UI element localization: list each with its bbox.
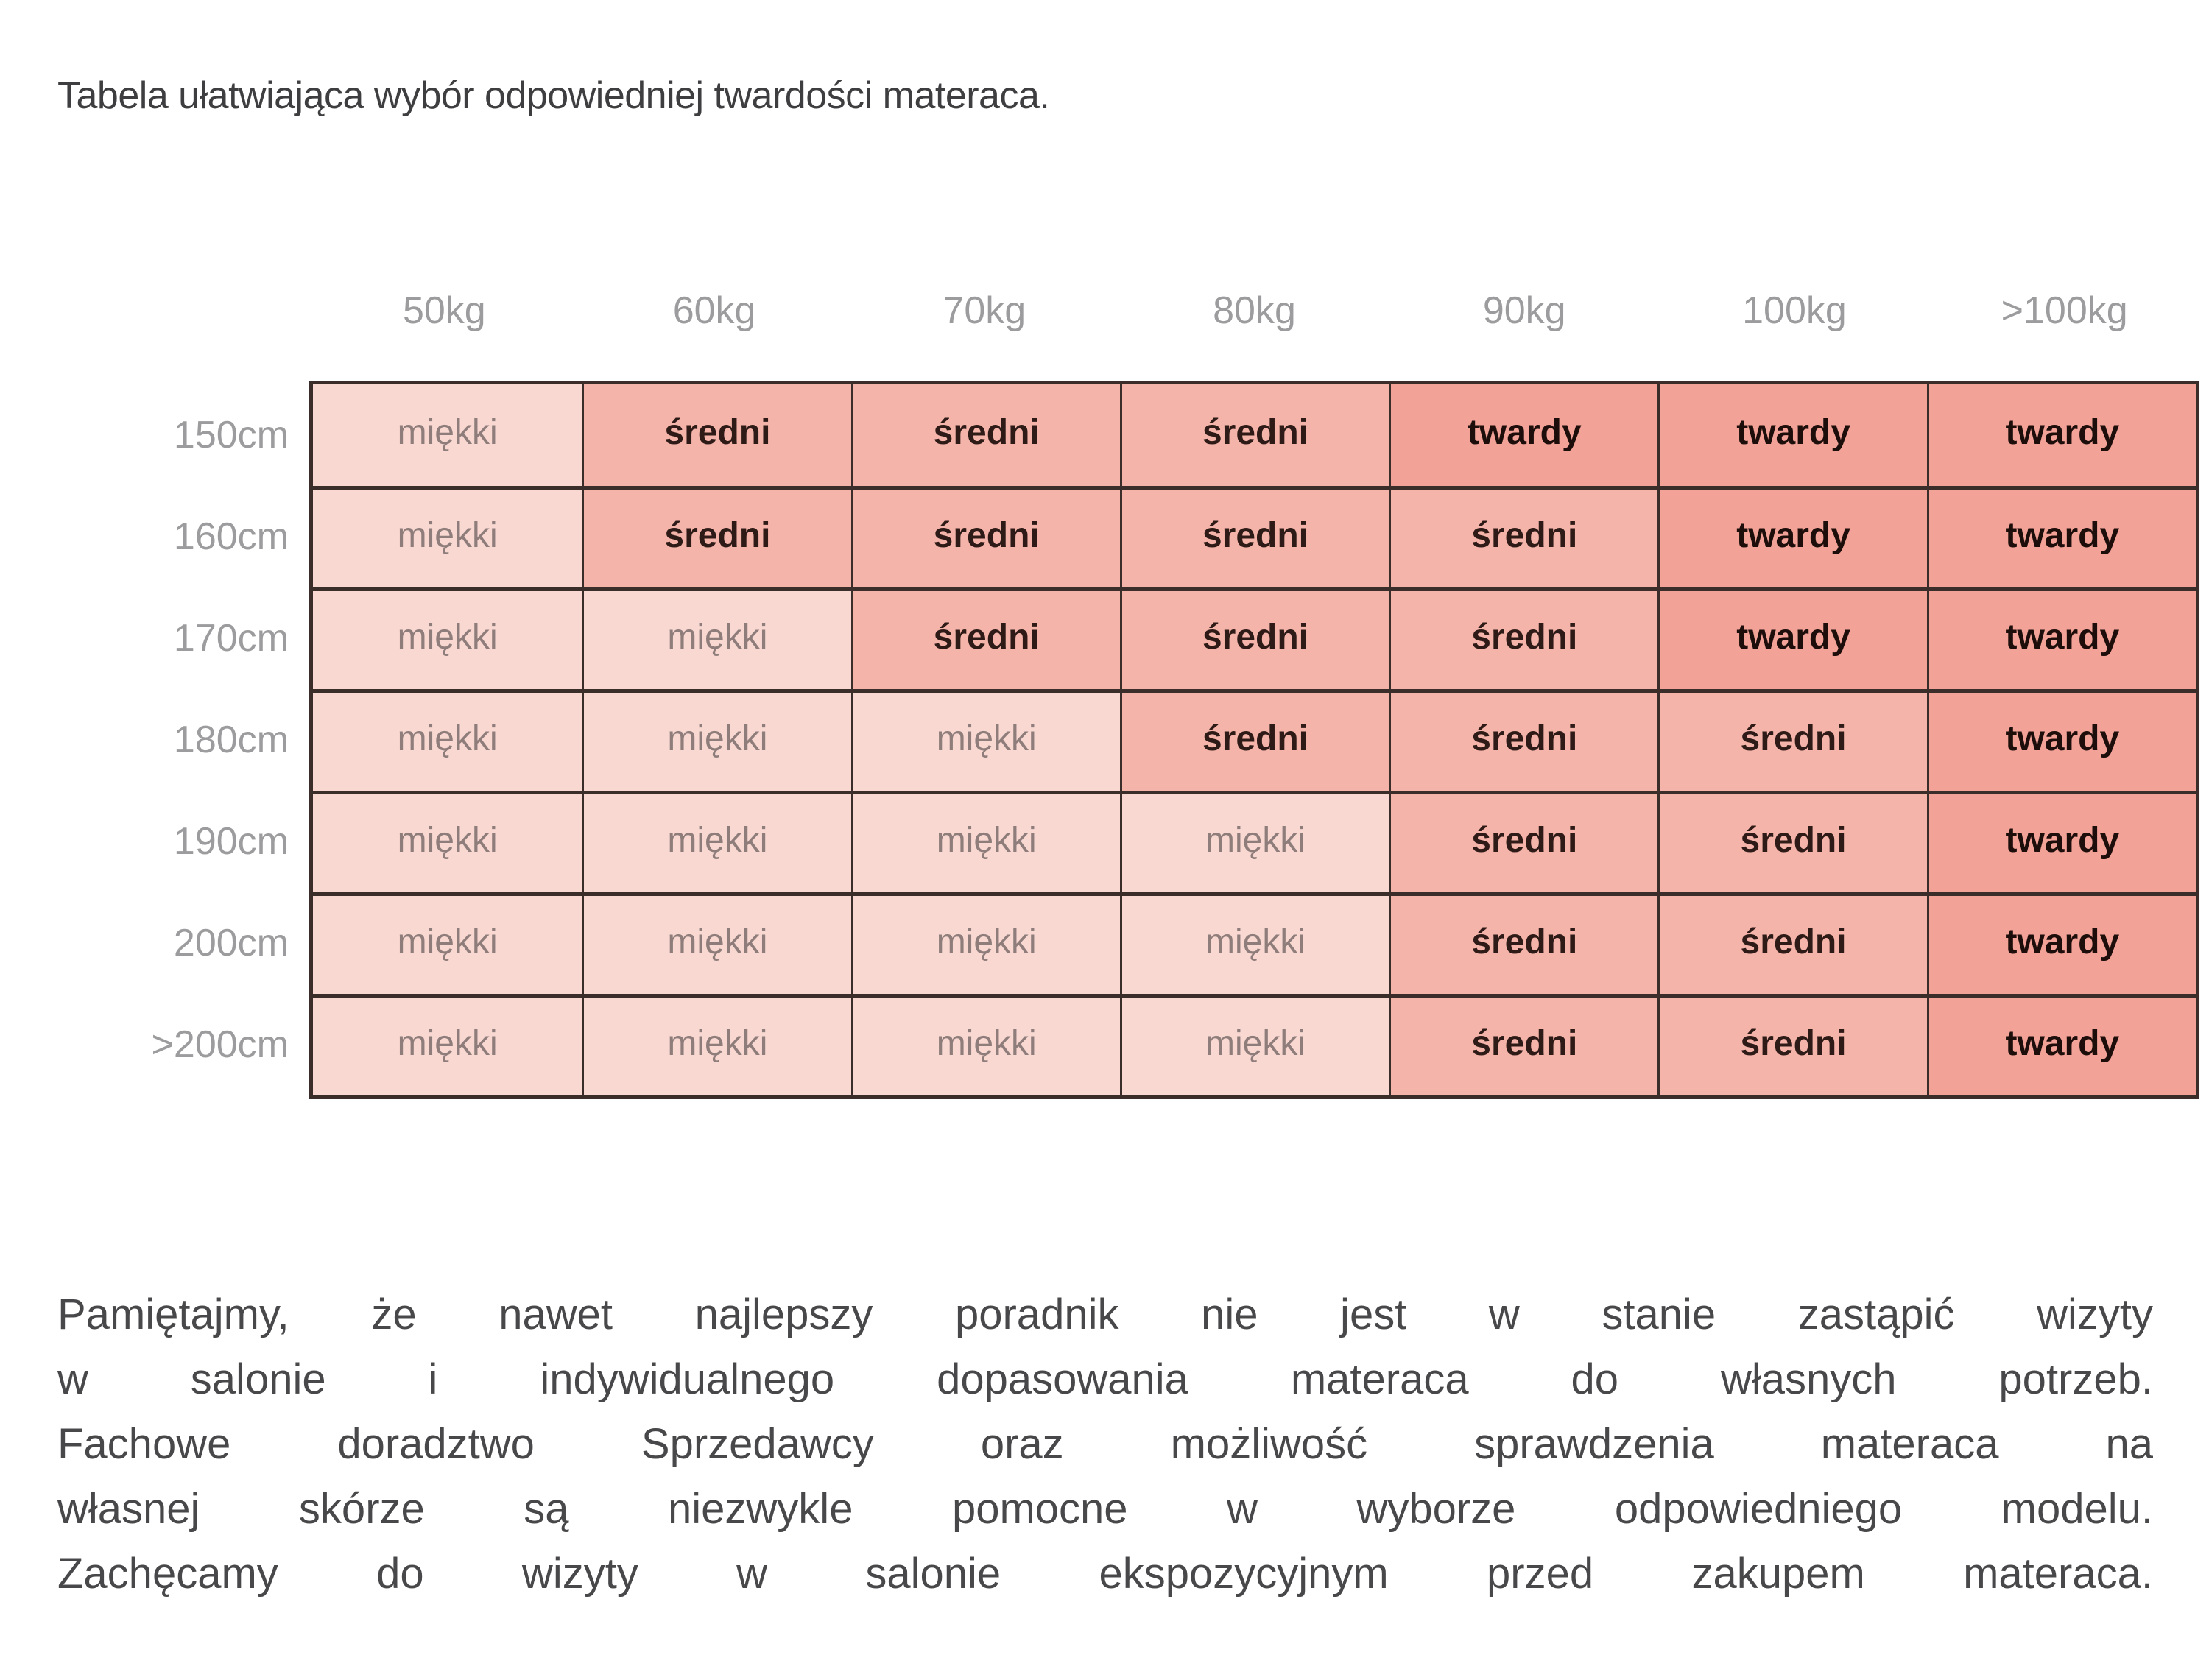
row-header: 170cm xyxy=(173,617,289,660)
firmness-cell: miękki xyxy=(582,689,851,791)
firmness-cell: miękki xyxy=(313,791,582,892)
height-row-labels: 150cm 160cm 170cm 180cm 190cm 200cm >200cm xyxy=(0,384,289,1095)
row-header: 190cm xyxy=(173,820,289,863)
firmness-cell: twardy xyxy=(1926,587,2196,689)
firmness-cell: miękki xyxy=(313,486,582,587)
column-header: 90kg xyxy=(1482,289,1566,332)
firmness-cell: średni xyxy=(1389,892,1658,994)
firmness-cell: twardy xyxy=(1926,892,2196,994)
firmness-cell: średni xyxy=(1389,994,1658,1095)
firmness-cell: średni xyxy=(1119,384,1389,486)
firmness-cell: miękki xyxy=(582,791,851,892)
firmness-cell: miękki xyxy=(582,892,851,994)
row-header: 150cm xyxy=(173,414,289,456)
firmness-cell: średni xyxy=(850,587,1120,689)
firmness-cell: twardy xyxy=(1926,486,2196,587)
firmness-cell: miękki xyxy=(850,689,1120,791)
firmness-cell: miękki xyxy=(313,892,582,994)
paragraph-line: w salonie i indywidualnego dopasowania m… xyxy=(57,1355,2153,1403)
firmness-cell: średni xyxy=(1389,587,1658,689)
firmness-cell: średni xyxy=(1657,791,1927,892)
paragraph-line: Zachęcamy do wizyty w salonie ekspozycyj… xyxy=(57,1550,2153,1598)
firmness-cell: twardy xyxy=(1389,384,1658,486)
firmness-cell: średni xyxy=(1119,486,1389,587)
firmness-cell: miękki xyxy=(850,791,1120,892)
firmness-cell: twardy xyxy=(1926,384,2196,486)
firmness-cell: twardy xyxy=(1657,587,1927,689)
page-title: Tabela ułatwiająca wybór odpowiedniej tw… xyxy=(57,74,1050,117)
column-header: 70kg xyxy=(943,289,1026,332)
column-header: 60kg xyxy=(672,289,756,332)
paragraph-line: Fachowe doradztwo Sprzedawcy oraz możliw… xyxy=(57,1420,2153,1468)
firmness-cell: średni xyxy=(1657,994,1927,1095)
firmness-cell: średni xyxy=(1389,689,1658,791)
firmness-cell: miękki xyxy=(582,587,851,689)
firmness-cell: miękki xyxy=(313,587,582,689)
firmness-cell: twardy xyxy=(1657,384,1927,486)
row-header: 180cm xyxy=(173,719,289,761)
column-header: 100kg xyxy=(1742,289,1847,332)
firmness-cell: średni xyxy=(850,486,1120,587)
firmness-cell: twardy xyxy=(1657,486,1927,587)
row-header: 200cm xyxy=(173,922,289,964)
firmness-cell: średni xyxy=(1657,689,1927,791)
firmness-cell: średni xyxy=(1389,791,1658,892)
firmness-cell: średni xyxy=(1119,587,1389,689)
firmness-matrix: miękki średni średni średni twardy twardy twar… xyxy=(309,381,2199,1099)
firmness-cell: średni xyxy=(850,384,1120,486)
advice-paragraph: Pamiętajmy, że nawet najlepszy poradnik … xyxy=(57,1282,2153,1606)
column-header: 50kg xyxy=(402,289,486,332)
paragraph-line: własnej skórze są niezwykle pomocne w wy… xyxy=(57,1485,2153,1533)
firmness-cell: miękki xyxy=(582,994,851,1095)
row-header: 160cm xyxy=(173,515,289,558)
firmness-cell: średni xyxy=(1657,892,1927,994)
firmness-cell: miękki xyxy=(1119,892,1389,994)
firmness-cell: twardy xyxy=(1926,791,2196,892)
firmness-cell: średni xyxy=(1389,486,1658,587)
column-header: 80kg xyxy=(1213,289,1296,332)
firmness-cell: średni xyxy=(1119,689,1389,791)
firmness-cell: miękki xyxy=(313,384,582,486)
row-header: >200cm xyxy=(151,1023,289,1066)
firmness-cell: miękki xyxy=(313,994,582,1095)
firmness-cell: średni xyxy=(582,486,851,587)
column-header: >100kg xyxy=(2001,289,2128,332)
firmness-cell: miękki xyxy=(850,994,1120,1095)
firmness-cell: miękki xyxy=(313,689,582,791)
weight-column-headers: 50kg 60kg 70kg 80kg 90kg 100kg >100kg xyxy=(309,267,2199,355)
firmness-cell: miękki xyxy=(1119,791,1389,892)
firmness-cell: średni xyxy=(582,384,851,486)
paragraph-line: Pamiętajmy, że nawet najlepszy poradnik … xyxy=(57,1291,2153,1338)
firmness-cell: miękki xyxy=(1119,994,1389,1095)
firmness-cell: twardy xyxy=(1926,689,2196,791)
firmness-cell: twardy xyxy=(1926,994,2196,1095)
firmness-cell: miękki xyxy=(850,892,1120,994)
